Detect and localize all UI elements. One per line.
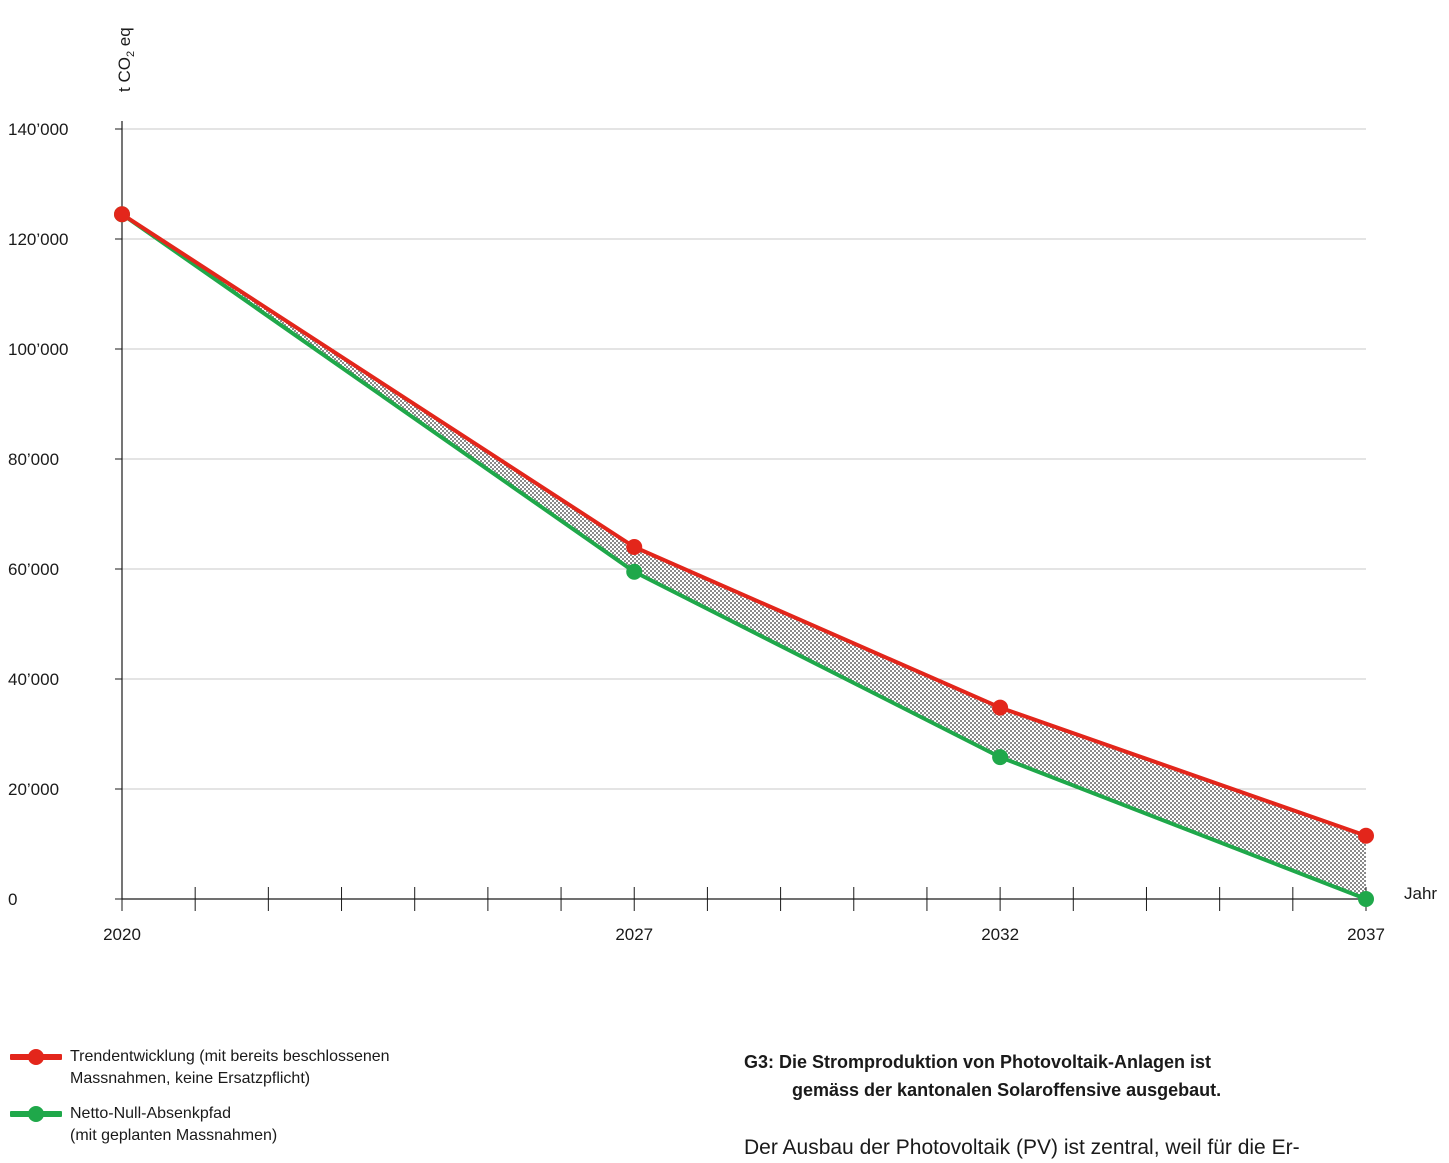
gridlines: [122, 128, 1366, 790]
x-tick-label: 2037: [1347, 925, 1385, 944]
legend-marker-netzero: [28, 1106, 44, 1122]
series-line-trend: [120, 212, 1367, 838]
legend-label-netzero-line1: Netto-Null-Absenkpfad: [70, 1105, 231, 1122]
y-tick-label: 100’000: [8, 340, 69, 359]
point-trend: [1358, 827, 1374, 844]
y-tick-label: 40’000: [8, 670, 59, 689]
y-tick-label: 20’000: [8, 780, 59, 799]
y-tick-label: 140’000: [8, 120, 69, 139]
legend-label-netzero-line2: (mit geplanten Massnahmen): [70, 1127, 278, 1144]
point-netzero: [626, 563, 643, 580]
series-lines: [114, 206, 1374, 907]
body-paragraph: Der Ausbau der Photovoltaik (PV) ist zen…: [744, 1136, 1300, 1159]
legend-label-trend-line2: Massnahmen, keine Ersatzpflicht): [70, 1070, 311, 1087]
difference-area: [122, 214, 1366, 899]
point-trend: [626, 539, 643, 555]
axes: [115, 121, 1367, 911]
x-tick-label: 2020: [103, 925, 141, 944]
point-netzero: [1358, 891, 1374, 907]
legend-label-trend-line1: Trendentwicklung (mit bereits beschlosse…: [70, 1048, 390, 1065]
point-trend: [114, 206, 130, 223]
legend-swatch-netzero: [8, 1106, 64, 1122]
legend: Trendentwicklung (mit bereits beschlosse…: [8, 1046, 528, 1160]
y-tick-label: 60’000: [8, 560, 59, 579]
y-axis-title: t CO2 eq: [115, 27, 137, 92]
difference-hatch: [122, 214, 1366, 899]
x-axis-title: Jahr: [1404, 884, 1437, 903]
legend-item-trend: Trendentwicklung (mit bereits beschlosse…: [8, 1046, 528, 1090]
series-line-netzero: [120, 212, 1367, 901]
y-tick-label: 120’000: [8, 230, 69, 249]
y-tick-label: 0: [8, 890, 17, 909]
point-netzero: [992, 749, 1009, 766]
x-tick-label: 2032: [981, 925, 1019, 944]
figure-caption: G3: Die Stromproduktion von Photovoltaik…: [744, 1048, 1424, 1104]
legend-marker-trend: [28, 1049, 44, 1065]
caption-line1: G3: Die Stromproduktion von Photovoltaik…: [744, 1052, 1212, 1072]
tick-labels: 0 20’000 40’000 60’000 80’000 100’000 120’000 1…: [8, 120, 1385, 944]
legend-item-netzero: Netto-Null-Absenkpfad (mit geplanten Mas…: [8, 1103, 528, 1147]
caption-line2: gemäss der kantonalen Solaroffensive aus…: [792, 1080, 1222, 1100]
emissions-chart: 0 20’000 40’000 60’000 80’000 100’000 120’000 1…: [8, 27, 1437, 944]
legend-swatch-trend: [8, 1049, 64, 1065]
x-tick-label: 2027: [615, 925, 653, 944]
point-trend: [992, 699, 1009, 716]
y-tick-label: 80’000: [8, 450, 59, 469]
